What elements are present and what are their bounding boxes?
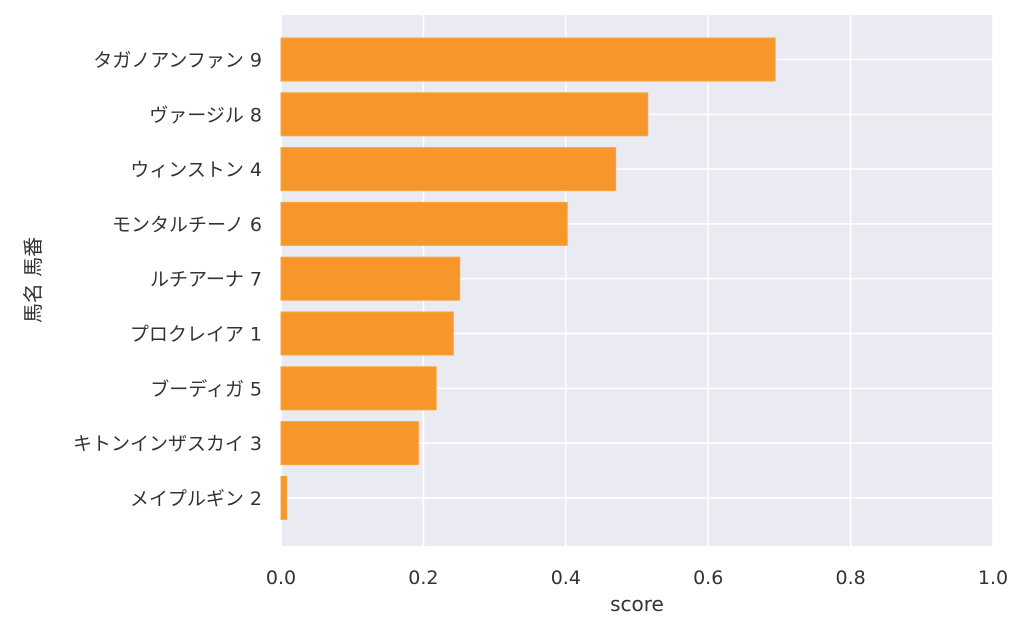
bar — [280, 421, 419, 466]
bar — [280, 201, 568, 246]
x-tick-label: 0.4 — [551, 567, 581, 589]
x-tick-labels: 0.0 0.2 0.4 0.6 0.8 1.0 — [266, 567, 1008, 589]
bar — [280, 366, 437, 411]
bar — [280, 475, 288, 520]
bar — [280, 37, 776, 82]
category-label: メイプルギン 2 — [130, 488, 262, 510]
x-tick-label: 0.0 — [266, 567, 296, 589]
bar — [280, 311, 454, 356]
bars — [280, 37, 776, 520]
bar — [280, 256, 461, 301]
x-tick-label: 0.2 — [408, 567, 438, 589]
y-axis-label: 馬名 馬番 — [21, 237, 45, 323]
category-label: ルチアーナ 7 — [150, 269, 262, 291]
category-label: ブーディガ 5 — [150, 377, 262, 400]
bar — [280, 147, 617, 192]
x-tick-label: 0.8 — [835, 567, 865, 589]
x-tick-label: 1.0 — [978, 567, 1008, 589]
x-axis-label: score — [610, 592, 664, 616]
category-label: キトンインザスカイ 3 — [73, 433, 262, 455]
category-label: プロクレイア 1 — [130, 324, 262, 346]
category-label: モンタルチーノ 6 — [112, 214, 262, 236]
bar — [280, 92, 649, 137]
category-label: タガノアンファン 9 — [93, 50, 262, 72]
category-label: ヴァージル 8 — [149, 104, 262, 126]
category-label: ウィンストン 4 — [130, 159, 262, 181]
x-tick-label: 0.6 — [693, 567, 723, 589]
category-labels: タガノアンファン 9 ヴァージル 8 ウィンストン 4 モンタルチーノ 6 ルチアーナ … — [73, 50, 262, 510]
